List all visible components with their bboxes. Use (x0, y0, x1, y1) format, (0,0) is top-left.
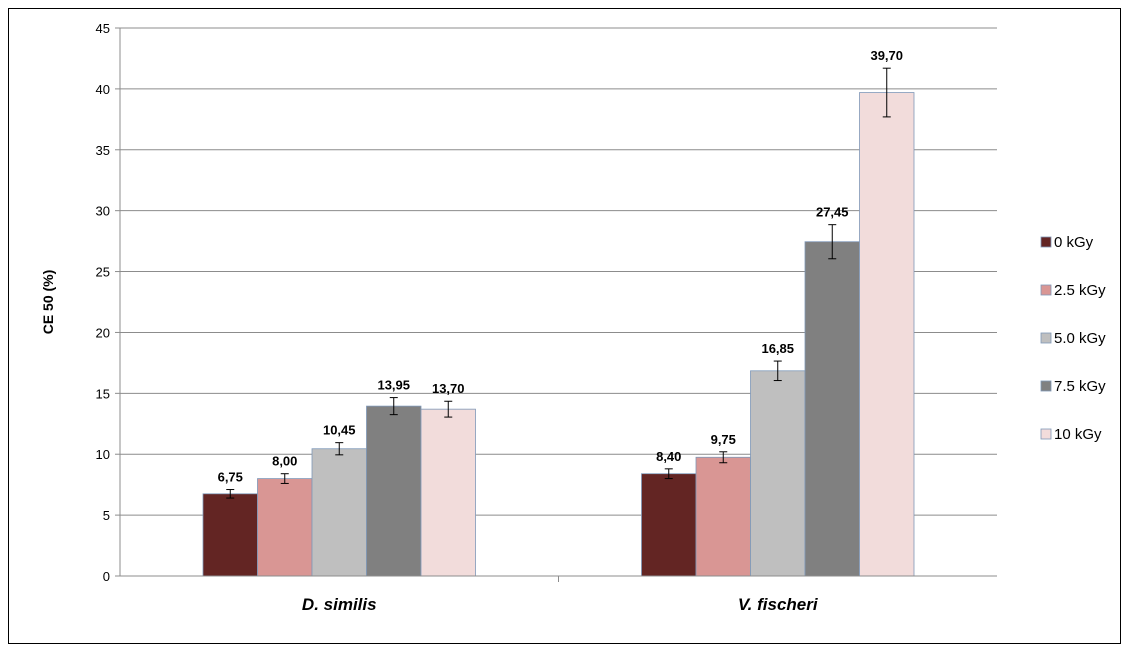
bar (202, 493, 258, 577)
y-tick-label: 25 (96, 265, 110, 280)
bar (804, 241, 860, 577)
bar (366, 405, 422, 577)
bar (420, 408, 476, 577)
y-tick-label: 15 (96, 386, 110, 401)
data-label: 16,85 (761, 341, 794, 356)
y-tick-label: 20 (96, 325, 110, 340)
y-tick-label: 10 (96, 447, 110, 462)
bar (641, 473, 697, 577)
bar (750, 370, 806, 577)
bar (257, 478, 313, 577)
data-label: 9,75 (711, 432, 736, 447)
legend-swatch (1040, 380, 1052, 392)
y-tick-label: 0 (103, 569, 110, 584)
error-bars (226, 67, 891, 499)
chart-frame (8, 8, 1121, 644)
legend-swatch (1040, 332, 1052, 344)
data-label: 39,70 (870, 48, 903, 63)
y-tick-label: 40 (96, 82, 110, 97)
y-tick-label: 45 (96, 21, 110, 36)
y-tick-label: 5 (103, 508, 110, 523)
data-label: 13,70 (432, 381, 465, 396)
x-category-label: V. fischeri (738, 595, 819, 614)
data-label: 13,95 (377, 378, 410, 393)
data-label: 27,45 (816, 205, 849, 220)
data-label: 10,45 (323, 423, 356, 438)
legend: 0 kGy 2.5 kGy 5.0 kGy 7.5 kGy 10 kGy (1040, 234, 1106, 443)
legend-swatch (1040, 236, 1052, 248)
y-tick-label: 30 (96, 204, 110, 219)
legend-swatch (1040, 284, 1052, 296)
bar (695, 456, 751, 577)
legend-label: 0 kGy (1054, 234, 1094, 251)
legend-label: 2.5 kGy (1054, 282, 1106, 299)
bar (311, 448, 367, 577)
legend-label: 7.5 kGy (1054, 378, 1106, 395)
y-axis-title: CE 50 (%) (40, 270, 56, 335)
data-label: 8,00 (272, 454, 297, 469)
x-category-label: D. similis (302, 595, 377, 614)
data-label: 6,75 (218, 470, 243, 485)
legend-label: 5.0 kGy (1054, 330, 1106, 347)
bars (202, 92, 915, 577)
axes: 0 5 10 15 20 25 30 35 40 45 D. similis V. fischeri (96, 21, 997, 614)
y-tick-label: 35 (96, 143, 110, 158)
data-labels: 6,75 8,00 10,45 13,95 13,70 8,40 9,75 16,85 27,4… (218, 48, 903, 484)
legend-swatch (1040, 428, 1052, 440)
legend-label: 10 kGy (1054, 426, 1102, 443)
bar (859, 92, 915, 577)
data-label: 8,40 (656, 449, 681, 464)
